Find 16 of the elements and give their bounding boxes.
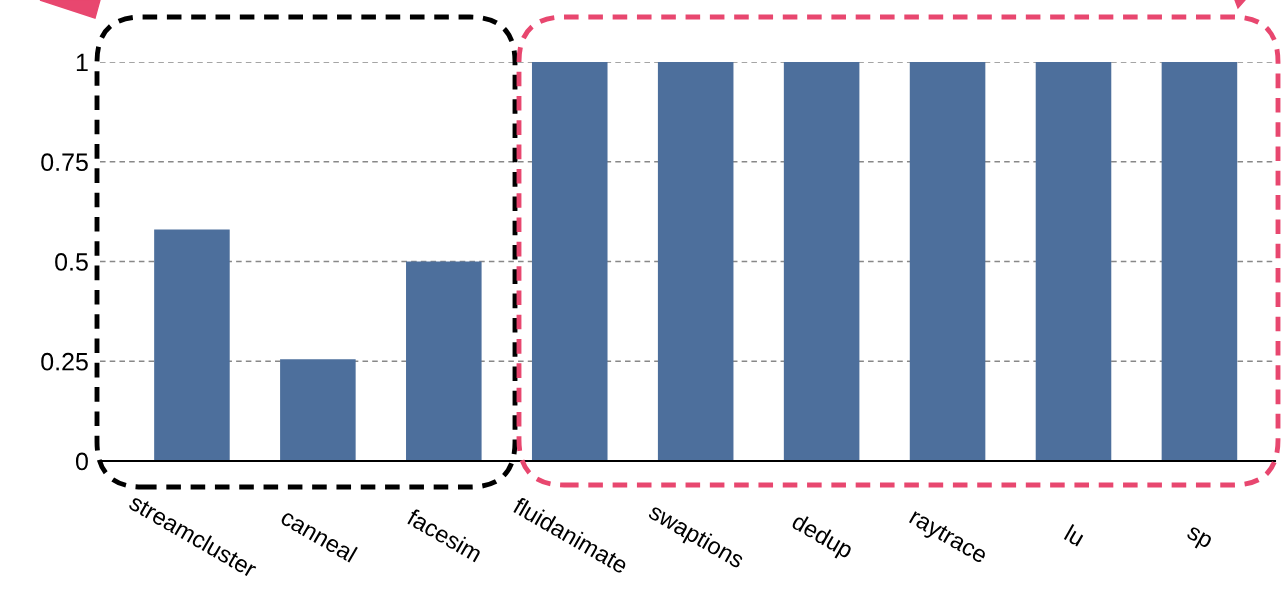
x-tick-label: lu [1063, 524, 1086, 547]
bar [1161, 62, 1238, 461]
bar [406, 261, 482, 461]
bar [531, 62, 608, 461]
y-tick-label: 0 [75, 452, 88, 471]
y-tick-label: 0.5 [55, 253, 88, 271]
bar [909, 62, 986, 461]
y-tick-label: 0.25 [41, 352, 88, 371]
bar [657, 62, 734, 461]
y-tick-label: 1 [76, 53, 88, 72]
y-tick-label: 0.75 [41, 153, 88, 172]
bar [783, 62, 860, 461]
x-tick-label: sp [1183, 525, 1213, 553]
bar [280, 359, 356, 461]
bar [1035, 62, 1112, 461]
bar [154, 229, 230, 461]
